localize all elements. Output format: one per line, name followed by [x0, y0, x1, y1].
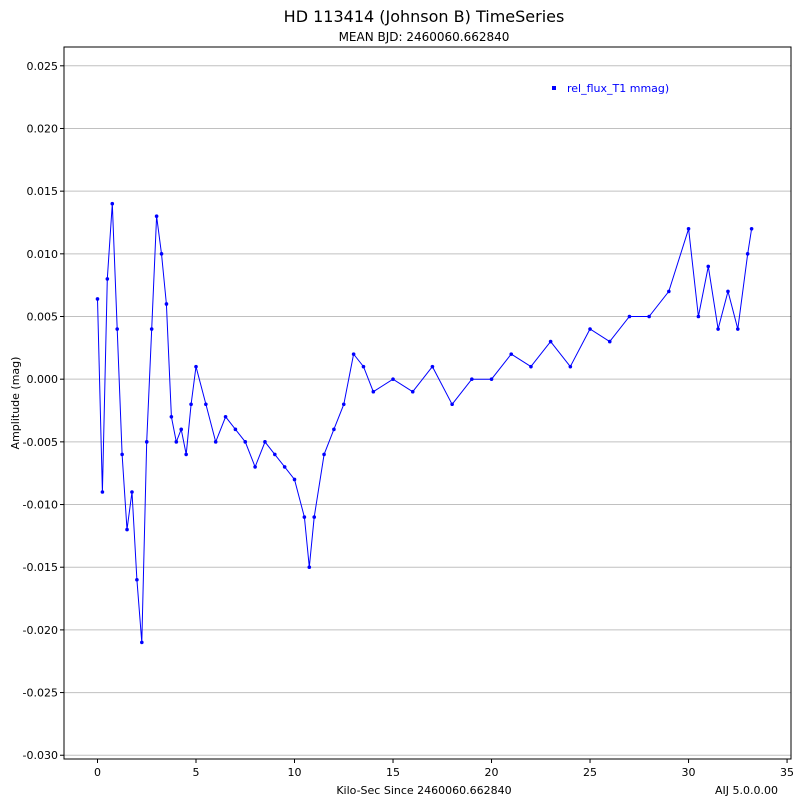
y-tick-label: -0.010 [23, 499, 58, 512]
x-tick-label: 10 [288, 766, 302, 779]
data-point [696, 314, 701, 319]
plot-frame [63, 46, 792, 760]
chart-title: HD 113414 (Johnson B) TimeSeries [284, 7, 565, 26]
data-point [307, 565, 312, 570]
grid-lines [64, 65, 791, 756]
data-point [110, 201, 115, 206]
data-point [174, 440, 179, 444]
data-point [312, 515, 317, 519]
data-point [243, 440, 248, 444]
y-tick-label: 0.020 [27, 122, 59, 135]
data-point [105, 277, 110, 281]
data-point [273, 452, 277, 457]
data-point [292, 477, 297, 482]
data-point [130, 490, 134, 494]
x-tick-label: 5 [193, 766, 200, 779]
data-point [568, 364, 573, 369]
data-point [282, 465, 287, 469]
data-point [253, 465, 257, 469]
x-tick-label: 20 [485, 766, 499, 779]
data-point [159, 252, 164, 256]
data-point [686, 226, 691, 231]
data-point [706, 264, 711, 269]
data-point [489, 377, 494, 381]
data-point [627, 314, 632, 319]
data-point [95, 297, 100, 301]
y-tick-label: -0.015 [23, 561, 58, 574]
data-point [213, 440, 218, 444]
data-point [100, 490, 105, 494]
data-point [179, 427, 184, 432]
y-tick-label: -0.025 [23, 687, 58, 700]
data-point [332, 427, 336, 432]
data-point [189, 402, 193, 407]
data-point [263, 440, 267, 444]
y-tick-label: 0.005 [27, 311, 59, 324]
data-point [184, 452, 188, 457]
data-point [140, 640, 144, 645]
data-point [607, 339, 612, 344]
data-point [115, 327, 119, 331]
data-point [169, 414, 174, 419]
x-tick-label: 25 [583, 766, 597, 779]
data-point [548, 339, 553, 344]
chart-subtitle: MEAN BJD: 2460060.662840 [339, 30, 510, 44]
data-point [391, 377, 395, 381]
data-point [430, 364, 435, 369]
data-point [120, 452, 124, 457]
data-point [204, 402, 208, 407]
y-tick-label: -0.020 [23, 624, 58, 637]
y-tick-label: 0.025 [27, 60, 59, 73]
version-label: AIJ 5.0.0.00 [715, 784, 778, 797]
data-point [647, 314, 651, 319]
x-tick-label: 15 [386, 766, 400, 779]
data-point [588, 327, 592, 331]
y-axis-ticks: 0.025 0.020 0.015 0.010 0.005 0.000 -0.005 -0.0… [23, 60, 64, 762]
data-point [470, 377, 474, 381]
data-point [667, 289, 671, 294]
x-axis-ticks: 0 5 10 15 20 25 30 35 [94, 759, 794, 779]
data-point [154, 214, 159, 219]
data-point [194, 364, 198, 369]
data-point [322, 452, 326, 457]
data-point [726, 289, 730, 294]
data-point [223, 414, 228, 419]
x-tick-label: 30 [682, 766, 696, 779]
data-point [149, 327, 154, 331]
data-point [125, 527, 129, 532]
legend-marker [552, 86, 556, 90]
y-tick-label: 0.015 [27, 185, 59, 198]
x-axis-label: Kilo-Sec Since 2460060.662840 [336, 784, 511, 797]
legend: rel_flux_T1 mmag) [552, 82, 669, 95]
data-point [351, 352, 356, 356]
y-axis-label: Amplitude (mag) [9, 357, 22, 450]
data-point [135, 577, 139, 582]
data-point [233, 427, 238, 432]
data-point [341, 402, 346, 407]
y-tick-label: 0.000 [27, 373, 59, 386]
data-point [736, 327, 740, 331]
y-tick-label: -0.005 [23, 436, 58, 449]
x-tick-label: 0 [94, 766, 101, 779]
data-point [410, 389, 415, 394]
data-point [509, 352, 514, 356]
data-point [749, 226, 754, 231]
data-series [95, 201, 754, 645]
x-tick-label: 35 [780, 766, 794, 779]
data-point [716, 327, 720, 331]
data-point [361, 364, 366, 369]
y-tick-label: 0.010 [27, 248, 59, 261]
data-point [450, 402, 454, 407]
y-tick-label: -0.030 [23, 749, 58, 762]
data-point [144, 440, 149, 444]
data-point [164, 302, 169, 306]
legend-label: rel_flux_T1 mmag) [567, 82, 669, 95]
data-point [302, 515, 307, 519]
data-point [371, 389, 376, 394]
data-point [745, 252, 750, 256]
data-point [529, 364, 533, 369]
